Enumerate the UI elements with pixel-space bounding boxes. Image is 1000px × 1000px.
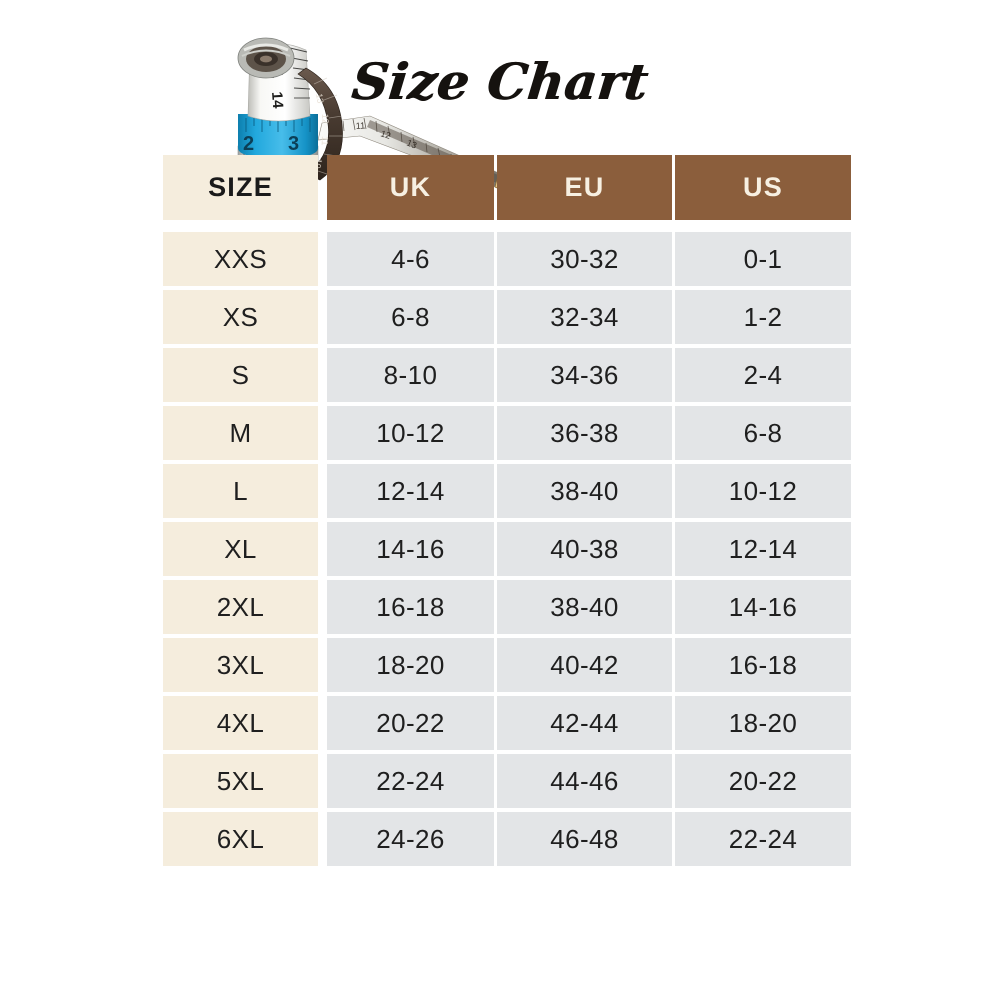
cell-us: 2-4 — [675, 348, 851, 402]
cell-uk: 12-14 — [327, 464, 494, 518]
cell-us: 10-12 — [675, 464, 851, 518]
column-header-eu: EU — [497, 155, 672, 220]
svg-text:3: 3 — [288, 133, 299, 155]
cell-size: L — [163, 464, 318, 518]
cell-size: 3XL — [163, 638, 318, 692]
cell-eu: 30-32 — [497, 232, 672, 286]
svg-text:12: 12 — [320, 113, 331, 124]
table-row: XL 14-16 40-38 12-14 — [163, 522, 851, 576]
cell-size: 5XL — [163, 754, 318, 808]
cell-eu: 40-38 — [497, 522, 672, 576]
table-row: 3XL 18-20 40-42 16-18 — [163, 638, 851, 692]
tape-dark-spiral — [297, 67, 343, 181]
cell-size: XL — [163, 522, 318, 576]
cell-size: XXS — [163, 232, 318, 286]
table-row: XS 6-8 32-34 1-2 — [163, 290, 851, 344]
cell-size: S — [163, 348, 318, 402]
table-row: L 12-14 38-40 10-12 — [163, 464, 851, 518]
table-row: 4XL 20-22 42-44 18-20 — [163, 696, 851, 750]
cell-uk: 10-12 — [327, 406, 494, 460]
cell-us: 12-14 — [675, 522, 851, 576]
cell-size: 2XL — [163, 580, 318, 634]
svg-text:10: 10 — [312, 158, 324, 170]
svg-text:13: 13 — [405, 138, 418, 151]
cell-uk: 20-22 — [327, 696, 494, 750]
cell-eu: 42-44 — [497, 696, 672, 750]
cell-eu: 38-40 — [497, 464, 672, 518]
cell-eu: 32-34 — [497, 290, 672, 344]
cell-us: 14-16 — [675, 580, 851, 634]
cell-eu: 38-40 — [497, 580, 672, 634]
cell-uk: 14-16 — [327, 522, 494, 576]
svg-text:11: 11 — [320, 136, 330, 146]
cell-us: 18-20 — [675, 696, 851, 750]
table-row: XXS 4-6 30-32 0-1 — [163, 232, 851, 286]
column-header-size: SIZE — [163, 155, 318, 220]
svg-text:11: 11 — [355, 120, 365, 131]
column-header-uk: UK — [327, 155, 494, 220]
cell-us: 6-8 — [675, 406, 851, 460]
cell-eu: 44-46 — [497, 754, 672, 808]
svg-text:12: 12 — [379, 128, 392, 141]
cell-eu: 46-48 — [497, 812, 672, 866]
cell-uk: 24-26 — [327, 812, 494, 866]
column-header-us: US — [675, 155, 851, 220]
cell-us: 16-18 — [675, 638, 851, 692]
cell-us: 1-2 — [675, 290, 851, 344]
svg-text:2: 2 — [243, 133, 254, 155]
svg-text:13: 13 — [314, 93, 326, 105]
table-row: S 8-10 34-36 2-4 — [163, 348, 851, 402]
cell-uk: 22-24 — [327, 754, 494, 808]
table-row: 5XL 22-24 44-46 20-22 — [163, 754, 851, 808]
table-header-row: SIZE UK EU US — [163, 155, 851, 220]
cell-uk: 16-18 — [327, 580, 494, 634]
cell-uk: 8-10 — [327, 348, 494, 402]
cell-uk: 6-8 — [327, 290, 494, 344]
cell-size: M — [163, 406, 318, 460]
cell-us: 20-22 — [675, 754, 851, 808]
cell-size: 4XL — [163, 696, 318, 750]
size-chart-table: SIZE UK EU US XXS 4-6 30-32 0-1 XS 6-8 32-34 1-… — [163, 155, 851, 870]
cell-us: 0-1 — [675, 232, 851, 286]
table-row: 6XL 24-26 46-48 22-24 — [163, 812, 851, 866]
cell-eu: 40-42 — [497, 638, 672, 692]
cell-us: 22-24 — [675, 812, 851, 866]
cell-eu: 34-36 — [497, 348, 672, 402]
cell-uk: 18-20 — [327, 638, 494, 692]
svg-text:14: 14 — [268, 91, 286, 109]
table-row: M 10-12 36-38 6-8 — [163, 406, 851, 460]
table-row: 2XL 16-18 38-40 14-16 — [163, 580, 851, 634]
cell-size: 6XL — [163, 812, 318, 866]
cell-size: XS — [163, 290, 318, 344]
cell-uk: 4-6 — [327, 232, 494, 286]
table-body: XXS 4-6 30-32 0-1 XS 6-8 32-34 1-2 S 8-10 34-36 2-4… — [163, 232, 851, 866]
cell-eu: 36-38 — [497, 406, 672, 460]
